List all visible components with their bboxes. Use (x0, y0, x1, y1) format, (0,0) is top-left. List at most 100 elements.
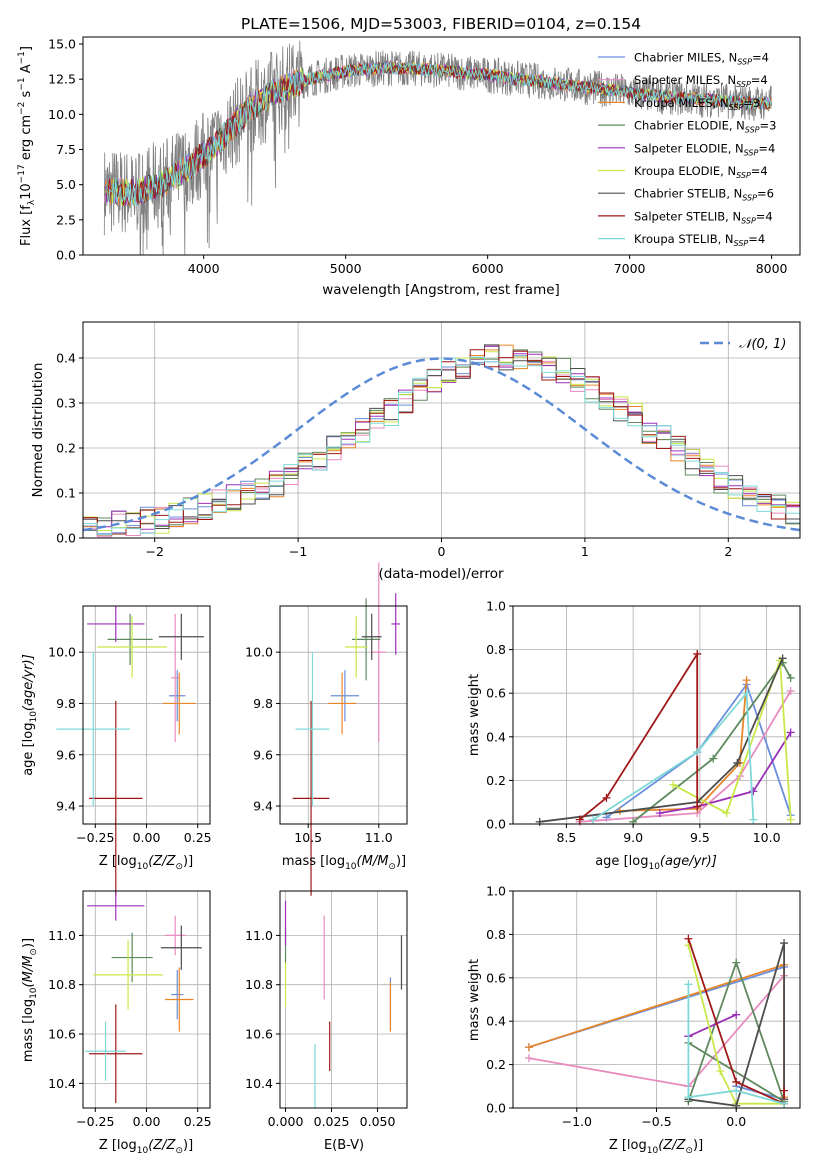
x-tick-label: 0 (438, 544, 446, 559)
y-tick-label: 0.2 (486, 1057, 506, 1072)
weight-marker (780, 1099, 789, 1108)
legend-label: Chabrier ELODIE, NSSP=3 (634, 119, 776, 135)
y-tick-label: 0.6 (486, 970, 506, 985)
x-tick-label: 4000 (188, 261, 220, 276)
weight-marker (786, 673, 795, 682)
weight-marker (742, 689, 751, 698)
weight-marker (742, 676, 751, 685)
spectrum-xlabel: wavelength [Angstrom, rest frame] (322, 282, 560, 298)
residual-panel: −2 −1 0 1 2 0.0 0.1 0.2 0.3 0.4 (data-model)/erro… (30, 321, 801, 582)
x-tick-label: −1.0 (562, 1114, 592, 1129)
age-z-xlabel: Z [log10(Z/Z⊙)] (99, 854, 193, 872)
x-tick-label: 8000 (756, 261, 788, 276)
spectrum-legend: Chabrier MILES, NSSP=4 Salpeter MILES, NS… (598, 51, 776, 248)
weight-marker (786, 815, 795, 824)
age-mass-xlabel: mass [log10(M/M⊙)] (282, 854, 406, 872)
y-tick-label: 9.6 (56, 747, 76, 762)
x-tick-label: 9.5 (690, 830, 710, 845)
age-mass-panel: 10.5 11.0 9.4 9.6 9.8 10.0 mass [log10(M/M⊙)] (245, 562, 408, 896)
mass-z-ylabel: mass [log10(M/M⊙)] (21, 938, 39, 1062)
y-tick-label: 10.6 (48, 1027, 76, 1042)
x-tick-label: 2 (724, 544, 732, 559)
weight-line (687, 959, 786, 1104)
weight-marker (732, 1077, 741, 1086)
y-tick-label: 1.0 (486, 599, 506, 614)
age-mass-frame (279, 605, 408, 825)
weight-line (672, 660, 792, 820)
mass-ebv-xlabel: E(B-V) (324, 1138, 364, 1153)
weight-age-xlabel: age [log10(age/yr)] (595, 854, 717, 872)
x-tick-label: 9.0 (623, 830, 643, 845)
weight-marker (524, 1054, 533, 1063)
y-tick-label: 10.4 (48, 1076, 76, 1091)
y-tick-label: 0.0 (56, 248, 76, 263)
weight-marker (524, 1043, 533, 1052)
weight-line (687, 945, 785, 1105)
weight-marker (722, 809, 731, 818)
x-tick-label: 5000 (330, 261, 362, 276)
x-tick-label: 0.0 (726, 1114, 746, 1129)
x-tick-label: −0.25 (76, 1114, 114, 1129)
weight-z-panel: −1.0 −0.5 0.0 0.0 0.2 0.4 0.6 0.8 1.0 Z [log10(Z… (467, 884, 801, 1156)
weight-marker (669, 780, 678, 789)
weight-line (688, 942, 785, 1107)
weight-line (687, 938, 785, 1106)
normal-legend-label: 𝒩(0, 1) (739, 337, 786, 352)
x-tick-label: −1 (289, 544, 307, 559)
weight-age-frame (512, 605, 801, 825)
weight-line (539, 657, 784, 823)
x-tick-label: 0.00 (133, 1114, 161, 1129)
residual-xlabel: (data-model)/error (378, 566, 504, 582)
x-tick-label: −2 (145, 544, 163, 559)
y-tick-label: 0.4 (486, 729, 506, 744)
y-tick-label: 11.0 (245, 928, 273, 943)
weight-marker (716, 1067, 725, 1076)
y-tick-label: 0.1 (56, 486, 76, 501)
y-tick-label: 7.5 (56, 142, 76, 157)
weight-marker (535, 817, 544, 826)
spectrum-panel: 4000 5000 6000 7000 8000 0.0 2.5 5.0 7.5 10.0 12.5… (17, 36, 801, 298)
weight-z-ylabel: mass weight (467, 959, 482, 1041)
weight-marker (749, 815, 758, 824)
x-tick-label: 0.25 (184, 1114, 212, 1129)
weight-z-xlabel: Z [log10(Z/Z⊙)] (609, 1138, 703, 1156)
weight-marker (693, 748, 702, 757)
y-tick-label: 12.5 (48, 72, 76, 87)
weight-marker (684, 980, 693, 989)
mass-z-xlabel: Z [log10(Z/Z⊙)] (99, 1138, 193, 1156)
legend-label: Kroupa ELODIE, NSSP=4 (634, 164, 768, 180)
weight-marker (693, 802, 702, 811)
y-tick-label: 1.0 (486, 884, 506, 899)
mass-z-panel: −0.25 0.00 0.25 10.4 10.6 10.8 11.0 Z [log10(Z… (21, 890, 212, 1156)
residual-histogram (83, 356, 800, 536)
y-tick-label: 11.0 (48, 928, 76, 943)
spectrum-frame (82, 36, 801, 256)
weight-marker (733, 758, 742, 767)
y-tick-label: 0.8 (486, 642, 506, 657)
y-tick-label: 10.6 (245, 1027, 273, 1042)
weight-marker (732, 958, 741, 967)
legend-label: Salpeter ELODIE, NSSP=4 (634, 141, 775, 157)
x-tick-label: 0.25 (184, 830, 212, 845)
legend-label: Chabrier MILES, NSSP=4 (634, 51, 769, 67)
y-tick-label: 9.4 (253, 799, 273, 814)
y-tick-label: 2.5 (56, 212, 76, 227)
weight-marker (786, 728, 795, 737)
weight-marker (780, 1086, 789, 1095)
weight-marker (684, 934, 693, 943)
weight-line (619, 680, 748, 812)
residual-ylabel: Normed distribution (30, 363, 46, 498)
weight-marker (786, 687, 795, 696)
y-tick-label: 9.8 (56, 696, 76, 711)
x-tick-label: 0.050 (360, 1114, 396, 1129)
weight-age-panel: 8.5 9.0 9.5 10.0 0.0 0.2 0.4 0.6 0.8 1.0 age [log… (467, 599, 801, 872)
x-tick-label: −0.25 (76, 830, 114, 845)
legend-label: Chabrier STELIB, NSSP=6 (634, 187, 774, 203)
weight-line (579, 650, 699, 821)
spectrum-ylabel: Flux [fλ10−17 erg cm−2 s−1 A−1] (17, 46, 37, 246)
y-tick-label: 10.8 (245, 977, 273, 992)
x-tick-label: 0.025 (314, 1114, 350, 1129)
y-tick-label: 0.0 (486, 817, 506, 832)
age-z-panel: −0.25 0.00 0.25 9.4 9.6 9.8 10.0 Z [log10(Z/Z⊙… (21, 605, 212, 896)
